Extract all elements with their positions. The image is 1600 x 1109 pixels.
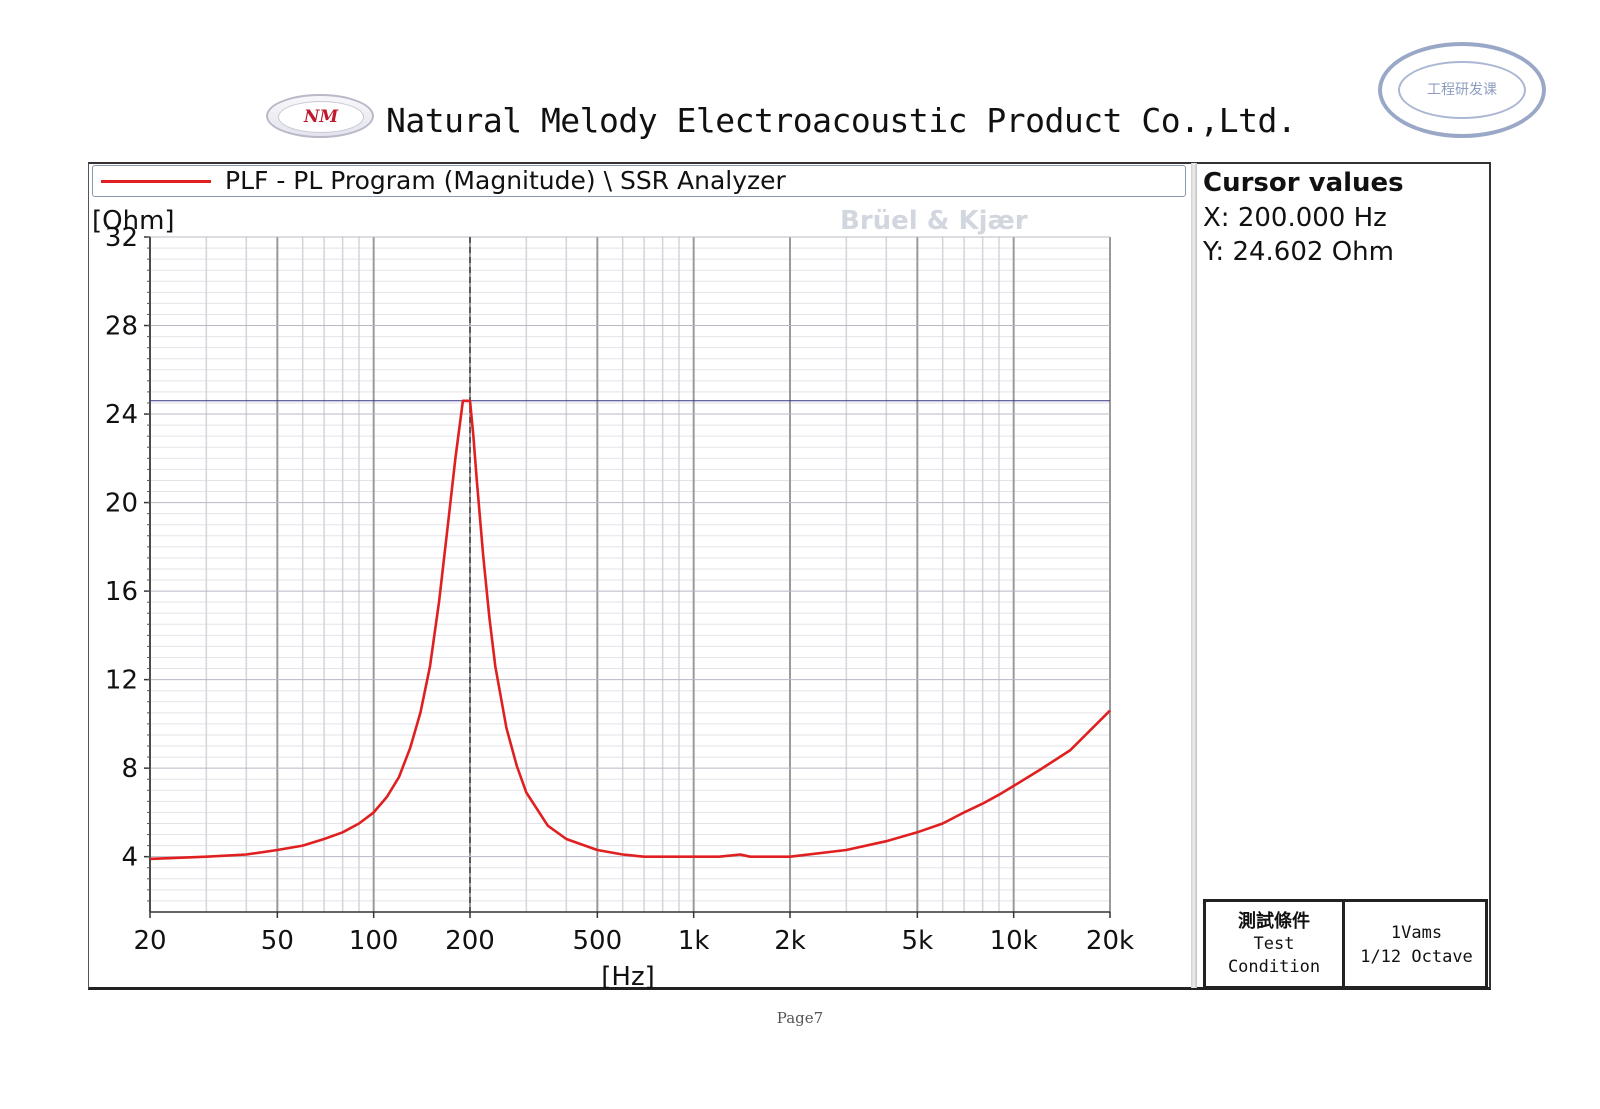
- cursor-x-value: X: 200.000 Hz: [1203, 203, 1387, 233]
- x-tick-label: 20: [133, 926, 166, 956]
- test-condition-resolution: 1/12 Octave: [1360, 947, 1473, 967]
- company-name: Natural Melody Electroacoustic Product C…: [386, 101, 1297, 140]
- panel-divider: [1191, 163, 1197, 988]
- x-tick-label: 20k: [1086, 926, 1134, 956]
- legend-label: PLF - PL Program (Magnitude) \ SSR Analy…: [225, 166, 786, 195]
- y-tick-label: 20: [105, 489, 138, 519]
- y-tick-label: 28: [105, 312, 138, 342]
- report-frame: [88, 162, 1491, 990]
- test-condition-voltage: 1Vams: [1390, 923, 1443, 943]
- y-tick-label: 32: [105, 223, 138, 253]
- test-condition-table: 測試條件 Test Condition 1Vams 1/12 Octave: [1203, 899, 1488, 989]
- test-condition-value-cell: 1Vams 1/12 Octave: [1348, 902, 1485, 986]
- test-condition-label-en-2: Condition: [1227, 957, 1321, 977]
- y-tick-label: 8: [121, 754, 138, 784]
- x-tick-label: 5k: [902, 926, 934, 956]
- y-tick-label: 24: [105, 400, 138, 430]
- x-axis-label: [Hz]: [601, 962, 655, 992]
- x-tick-label: 10k: [990, 926, 1038, 956]
- y-tick-label: 12: [105, 666, 138, 696]
- x-tick-label: 500: [573, 926, 623, 956]
- legend-swatch: [101, 180, 211, 183]
- x-tick-label: 1k: [678, 926, 710, 956]
- y-axis-label: [Ohm]: [92, 206, 175, 236]
- company-seal: 工程研发课: [1378, 42, 1546, 138]
- page-number: Page7: [776, 1009, 824, 1027]
- y-tick-label: 16: [105, 577, 138, 607]
- cursor-values-title: Cursor values: [1203, 168, 1404, 198]
- seal-text: 工程研发课: [1398, 61, 1526, 119]
- impedance-curve: [149, 399, 1111, 861]
- plot-area: [150, 237, 1110, 912]
- brand-watermark: Brüel & Kjær: [840, 206, 1028, 236]
- y-tick-label: 4: [121, 843, 138, 873]
- test-condition-label-cell: 測試條件 Test Condition: [1206, 902, 1345, 986]
- test-condition-label-en-1: Test: [1253, 934, 1295, 954]
- cursor-y-value: Y: 24.602 Ohm: [1203, 237, 1394, 267]
- x-tick-label: 100: [349, 926, 399, 956]
- logo-mark: NM: [278, 101, 364, 133]
- x-tick-label: 2k: [774, 926, 806, 956]
- company-logo: NM: [266, 94, 374, 138]
- test-condition-label-zh: 測試條件: [1238, 911, 1310, 932]
- x-tick-label: 50: [261, 926, 294, 956]
- x-tick-label: 200: [445, 926, 495, 956]
- chart-legend: PLF - PL Program (Magnitude) \ SSR Analy…: [92, 165, 1186, 197]
